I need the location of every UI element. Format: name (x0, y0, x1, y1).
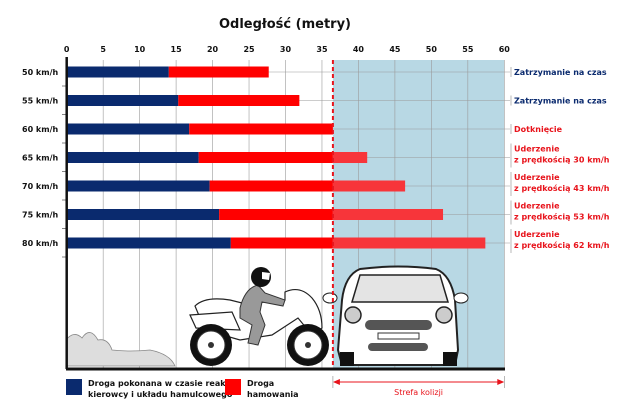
legend-label: hamowania (247, 390, 299, 399)
x-tick-label: 50 (426, 45, 438, 54)
outcome-label: z prędkością 30 km/h (514, 155, 610, 165)
outcome-label: Uderzenie (514, 202, 560, 211)
bar-reaction-distance (66, 237, 231, 249)
bar-braking-distance (189, 123, 333, 135)
x-tick-label: 25 (243, 45, 255, 54)
outcome-label: Zatrzymanie na czas (514, 68, 607, 77)
exhaust-cloud-icon (65, 332, 176, 367)
bar-braking-distance (219, 209, 333, 220)
legend-swatch (66, 379, 82, 395)
outcome-label: z prędkością 53 km/h (514, 212, 610, 222)
x-tick-label: 20 (207, 45, 219, 54)
illustration (65, 265, 469, 367)
legend-label: kierowcy i układu hamulcowego (88, 390, 233, 399)
outcome-label: z prędkością 62 km/h (514, 240, 610, 250)
bar-braking-distance (178, 95, 300, 106)
y-category-label: 75 km/h (22, 211, 58, 220)
y-category-label: 70 km/h (22, 182, 58, 191)
x-tick-label: 40 (353, 45, 365, 54)
x-tick-label: 5 (100, 45, 106, 54)
outcome-label: Zatrzymanie na czas (514, 97, 607, 106)
motorcycle-icon (189, 267, 329, 366)
bar-reaction-distance (66, 66, 169, 78)
y-category-label: 80 km/h (22, 239, 58, 248)
outcome-label: Uderzenie (514, 145, 560, 154)
bar-braking-distance-collision (332, 180, 406, 192)
legend-label: Droga pokonana w czasie reakcji (88, 379, 236, 388)
x-tick-label: 15 (171, 45, 183, 54)
x-tick-label: 30 (280, 45, 292, 54)
outcome-label: Dotknięcie (514, 125, 563, 134)
bar-reaction-distance (66, 123, 190, 135)
x-tick-label: 55 (462, 45, 474, 54)
bar-braking-distance (209, 180, 333, 192)
car-icon (322, 265, 469, 366)
outcome-label: Uderzenie (514, 173, 560, 182)
bar-reaction-distance (66, 95, 179, 106)
y-category-label: 50 km/h (22, 68, 58, 77)
bar-reaction-distance (66, 180, 210, 192)
bar-reaction-distance (66, 209, 220, 220)
bar-reaction-distance (66, 152, 199, 163)
chart-title: Odległość (metry) (219, 17, 351, 32)
legend-swatch (225, 379, 241, 395)
bar-braking-distance (198, 152, 333, 163)
x-tick-label: 10 (134, 45, 146, 54)
bar-braking-distance-collision (332, 152, 368, 163)
outcome-label: z prędkością 43 km/h (514, 183, 610, 193)
x-tick-label: 60 (499, 45, 511, 54)
legend-label: Droga (247, 379, 274, 388)
bar-braking-distance-collision (332, 209, 444, 220)
bar-braking-distance-collision (332, 237, 486, 249)
y-category-label: 55 km/h (22, 97, 58, 106)
y-category-label: 60 km/h (22, 125, 58, 134)
outcome-label: Uderzenie (514, 230, 560, 239)
x-tick-label: 35 (316, 45, 328, 54)
x-tick-label: 0 (64, 45, 70, 54)
bar-braking-distance (230, 237, 333, 249)
x-tick-label: 45 (389, 45, 401, 54)
y-category-label: 65 km/h (22, 154, 58, 163)
collision-zone-label: Strefa kolizji (394, 388, 443, 397)
bar-braking-distance (168, 66, 269, 78)
